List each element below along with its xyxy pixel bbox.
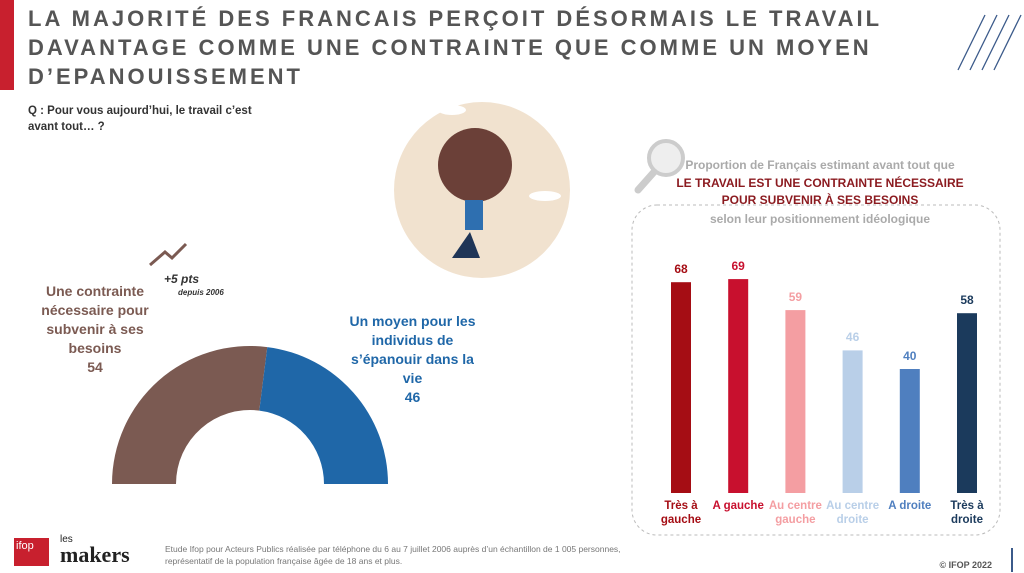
segment-label: Un moyen pour les individus de s’épanoui… [340, 312, 485, 407]
value-label: 54 [87, 359, 103, 375]
annotation: +5 pts [164, 272, 200, 286]
bar [842, 350, 863, 493]
question: Q : Pour vous aujourd’hui, le travail c’… [28, 105, 252, 133]
value-label: 59 [788, 290, 803, 305]
footnote-line: Etude Ifop pour Acteurs Publics réalisée… [165, 544, 621, 554]
trend-arrow [149, 242, 188, 267]
bar [785, 310, 806, 493]
title-bar [0, 0, 14, 90]
title: LA MAJORITÉ DES FRANCAIS PERÇOIT DÉSORMA… [28, 6, 882, 89]
chart-title: LE TRAVAIL EST UNE CONTRAINTE NÉCESSAIRE [676, 176, 964, 190]
annotation: depuis 2006 [178, 288, 224, 297]
category-label: Une contrainte nécessaire pour subvenir … [41, 283, 149, 356]
value-label: 40 [903, 349, 917, 363]
footnote: Etude Ifop pour Acteurs Publics réalisée… [165, 543, 621, 567]
illustration [394, 102, 570, 278]
value-label: 58 [960, 293, 974, 308]
bar [671, 282, 691, 493]
copyright: © IFOP 2022 [939, 560, 993, 570]
donut-segment [259, 347, 388, 484]
category-label: Au centre gauche [768, 500, 822, 526]
decor-lines [957, 14, 1022, 71]
category-label: A droite [888, 500, 932, 512]
bar [728, 279, 749, 493]
chart-title: POUR SUBVENIR À SES BESOINS [721, 193, 919, 207]
value-label: 68 [674, 262, 688, 277]
chart-title: Proportion de Français estimant avant to… [685, 158, 955, 172]
bar [899, 369, 920, 493]
category-label: Un moyen pour les individus de s’épanoui… [349, 313, 476, 386]
value-label: 69 [731, 259, 745, 274]
category-label: Très à droite [950, 500, 984, 526]
category-label: Au centre droite [826, 500, 880, 526]
category-label: A gauche [712, 500, 764, 512]
logo: makers [60, 542, 130, 567]
logo: les [60, 534, 73, 545]
logo-box [14, 538, 49, 566]
logo: ifop [16, 540, 34, 552]
chart-title: selon leur positionnement idéologique [709, 212, 930, 226]
value-label: 46 [845, 330, 860, 345]
bar [957, 313, 977, 493]
category-label: Très à gauche [660, 500, 702, 526]
chart-frame [631, 204, 1001, 536]
donut-segment [112, 346, 268, 484]
footnote-line: représentatif de la population française… [165, 556, 403, 566]
segment-label: Une contrainte nécessaire pour subvenir … [35, 282, 155, 377]
value-label: 46 [404, 389, 421, 405]
search-icon [634, 139, 685, 194]
